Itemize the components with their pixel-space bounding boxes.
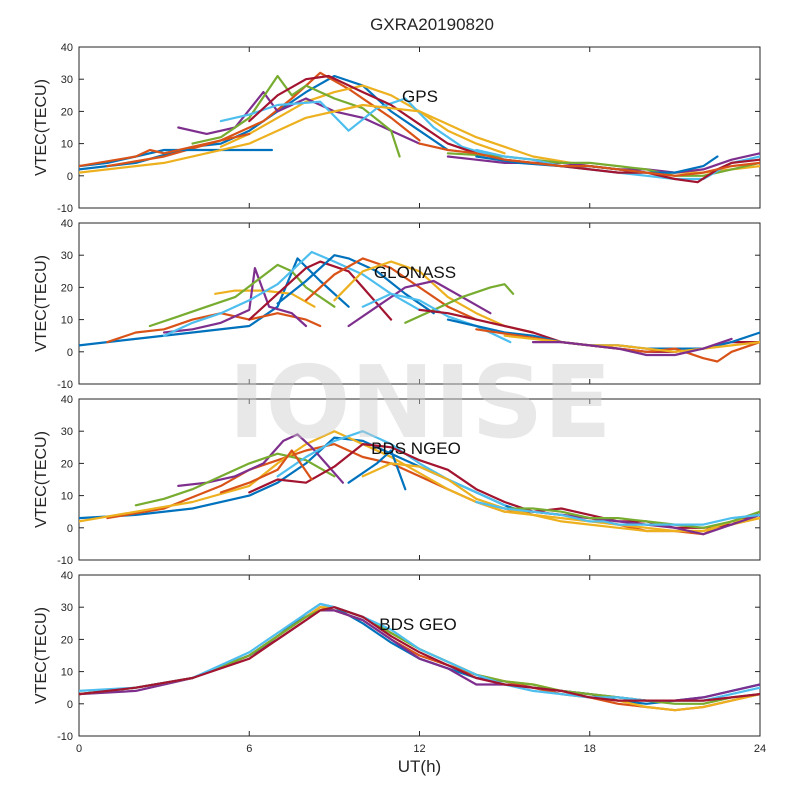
y-tick-label: 40 bbox=[61, 394, 73, 406]
series-line-8 bbox=[347, 449, 407, 491]
y-tick-label: -10 bbox=[57, 203, 73, 215]
y-tick-label: 10 bbox=[61, 315, 73, 327]
panel-1: -10 0 10 20 30 40 VTEC(TECU) GPS bbox=[33, 42, 761, 215]
y-tick-label: 30 bbox=[61, 426, 73, 438]
series-line-4 bbox=[163, 267, 308, 334]
series-line-13 bbox=[361, 292, 512, 344]
x-tick-label: 24 bbox=[754, 743, 766, 755]
y-tick-label: 0 bbox=[67, 171, 73, 183]
y-tick-label: -10 bbox=[57, 379, 73, 391]
y-axis-label: VTEC(TECU) bbox=[33, 255, 50, 352]
series-line-18 bbox=[531, 337, 733, 357]
series-line-9 bbox=[79, 132, 251, 168]
y-tick-label: 40 bbox=[61, 218, 73, 230]
series-line-11 bbox=[347, 279, 492, 328]
y-tick-label: -10 bbox=[57, 555, 73, 567]
series-line-6 bbox=[219, 97, 506, 161]
series-line-6 bbox=[163, 250, 421, 337]
series-line-7 bbox=[248, 74, 478, 155]
x-tick-label: 0 bbox=[76, 743, 82, 755]
series-line-13 bbox=[475, 500, 760, 526]
series-line-3 bbox=[79, 430, 760, 533]
panel-annotation: GPS bbox=[402, 87, 438, 106]
series-line-5 bbox=[148, 263, 336, 328]
y-tick-label: 20 bbox=[61, 282, 73, 294]
series-line-4 bbox=[177, 433, 344, 487]
y-tick-label: 0 bbox=[67, 699, 73, 711]
series-line-12 bbox=[503, 507, 760, 529]
y-tick-label: 30 bbox=[61, 250, 73, 262]
y-tick-label: 10 bbox=[61, 139, 73, 151]
figure-title: GXRA20190820 bbox=[370, 15, 494, 34]
x-tick-label: 6 bbox=[246, 743, 252, 755]
panel-annotation: BDS GEO bbox=[379, 615, 456, 634]
series-line-7 bbox=[248, 260, 393, 321]
series-line-16 bbox=[418, 142, 760, 177]
y-tick-label: -10 bbox=[57, 731, 73, 743]
y-tick-label: 40 bbox=[61, 42, 73, 54]
watermark: IONISE bbox=[228, 344, 611, 461]
series-line-6 bbox=[276, 430, 506, 507]
y-tick-label: 10 bbox=[61, 491, 73, 503]
panel-2: -10 0 10 20 30 40 VTEC(TECU) GLONASS bbox=[33, 218, 761, 391]
y-tick-label: 10 bbox=[61, 667, 73, 679]
series-line-9 bbox=[304, 257, 478, 321]
y-axis-label: VTEC(TECU) bbox=[33, 431, 50, 528]
plot-area bbox=[78, 398, 761, 561]
series-line-5 bbox=[191, 74, 401, 158]
y-axis-label: VTEC(TECU) bbox=[33, 79, 50, 176]
plot-area bbox=[78, 46, 761, 209]
series-group bbox=[79, 250, 760, 363]
y-tick-label: 30 bbox=[61, 602, 73, 614]
series-line-3 bbox=[219, 84, 506, 155]
series-line-17 bbox=[503, 334, 760, 353]
x-axis-label: UT(h) bbox=[398, 757, 441, 776]
panel-annotation: GLONASS bbox=[374, 263, 456, 282]
series-line-8 bbox=[276, 254, 435, 315]
x-tick-label: 18 bbox=[584, 743, 596, 755]
panel-3: -10 0 10 20 30 40 VTEC(TECU) BDS NGEO bbox=[33, 394, 761, 567]
series-line-7 bbox=[79, 606, 760, 702]
y-tick-label: 20 bbox=[61, 106, 73, 118]
series-group bbox=[79, 71, 760, 184]
y-axis-label: VTEC(TECU) bbox=[33, 607, 50, 704]
y-tick-label: 0 bbox=[67, 347, 73, 359]
y-tick-label: 30 bbox=[61, 74, 73, 86]
y-tick-label: 40 bbox=[61, 570, 73, 582]
series-group bbox=[79, 430, 760, 536]
y-tick-label: 20 bbox=[61, 634, 73, 646]
x-tick-label: 12 bbox=[413, 743, 425, 755]
y-tick-label: 0 bbox=[67, 523, 73, 535]
panel-annotation: BDS NGEO bbox=[371, 439, 461, 458]
y-tick-label: 20 bbox=[61, 458, 73, 470]
series-group bbox=[79, 602, 760, 712]
series-line-9 bbox=[219, 449, 313, 494]
